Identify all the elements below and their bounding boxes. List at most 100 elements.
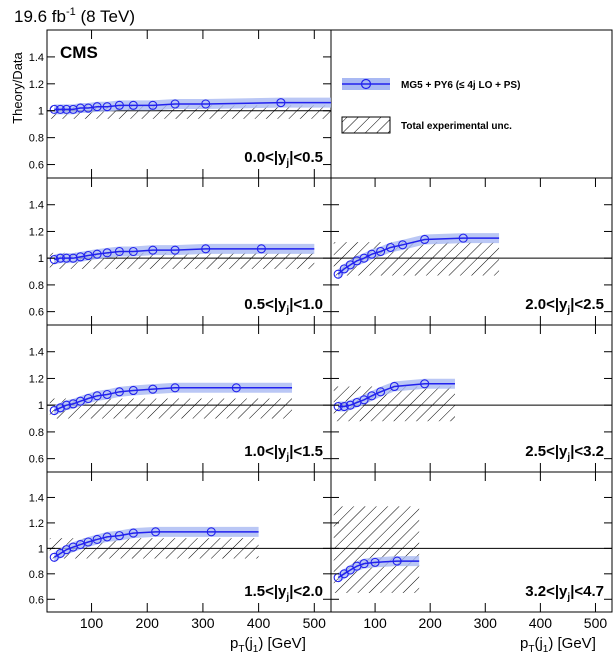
y-tick-label: 1.2 bbox=[29, 79, 44, 91]
mc-point bbox=[367, 249, 377, 259]
mc-point bbox=[68, 253, 78, 263]
uncertainty-band bbox=[333, 506, 420, 593]
x-axis-label-right: pT(j1) [GeV] bbox=[520, 635, 596, 655]
panel-0: 0.6 0.8 1 1.2 1.4 0.0<|yj|<0.5 bbox=[29, 30, 332, 178]
y-tick-label: 0.6 bbox=[29, 594, 44, 606]
mc-point bbox=[49, 104, 59, 114]
mc-point bbox=[231, 383, 241, 393]
mc-point bbox=[128, 246, 138, 257]
y-tick-label: 1.2 bbox=[29, 226, 44, 238]
y-tick-label: 1 bbox=[38, 400, 44, 412]
panel-frame bbox=[330, 29, 613, 179]
mc-point bbox=[376, 387, 386, 397]
legend-entry-mc: MG5 + PY6 (≤ 4j LO + PS) bbox=[342, 78, 520, 91]
mc-point bbox=[55, 104, 65, 114]
rapidity-label: 1.5<|yj|<2.0 bbox=[244, 583, 323, 603]
mc-point bbox=[359, 559, 369, 569]
mc-point bbox=[68, 104, 78, 114]
uncertainty-band bbox=[49, 398, 293, 419]
x-tick-label: 400 bbox=[529, 615, 553, 631]
mc-point bbox=[201, 99, 211, 109]
mc-point bbox=[385, 242, 396, 253]
rapidity-label: 3.2<|yj|<4.7 bbox=[525, 583, 604, 603]
mc-point bbox=[114, 100, 124, 110]
mc-band bbox=[54, 526, 259, 563]
cms-label: CMS bbox=[60, 43, 98, 62]
rapidity-label: 2.5<|yj|<3.2 bbox=[525, 443, 604, 463]
mc-point bbox=[55, 403, 65, 413]
panel-3: 2.5<|yj|<3.2 bbox=[331, 325, 612, 472]
legend-hatch-swatch bbox=[341, 116, 391, 134]
mc-point bbox=[206, 527, 216, 537]
mc-point bbox=[102, 532, 112, 542]
rapidity-label: 2.0<|yj|<2.5 bbox=[525, 296, 604, 316]
mc-point bbox=[367, 391, 377, 401]
mc-line bbox=[53, 531, 259, 558]
mc-point bbox=[339, 401, 349, 412]
x-tick-label: 500 bbox=[303, 615, 327, 631]
mc-point bbox=[61, 104, 72, 114]
mc-point bbox=[256, 244, 266, 254]
mc-point bbox=[345, 565, 355, 575]
mc-point bbox=[55, 253, 65, 263]
mc-point bbox=[389, 381, 399, 392]
rapidity-label: 0.5<|yj|<1.0 bbox=[244, 296, 323, 316]
y-tick-label: 1.4 bbox=[29, 200, 44, 212]
y-tick-label: 1.4 bbox=[29, 52, 44, 64]
y-tick-label: 1.4 bbox=[29, 347, 44, 359]
mc-point bbox=[83, 393, 93, 404]
mc-point bbox=[128, 528, 138, 538]
mc-point bbox=[75, 396, 85, 406]
mc-point bbox=[276, 98, 286, 108]
mc-point bbox=[148, 100, 158, 110]
mc-point bbox=[102, 389, 112, 400]
panel-5: 3.2<|yj|<4.7 bbox=[331, 472, 612, 612]
x-tick-label: 400 bbox=[247, 615, 271, 631]
panel-6: 0.6 0.8 1 1.2 1.4 1.5<|yj|<2.0 bbox=[29, 472, 331, 612]
x-tick-label: 300 bbox=[191, 615, 215, 631]
mc-point bbox=[333, 401, 343, 412]
mc-point bbox=[128, 100, 138, 110]
panel-1: 2.0<|yj|<2.5 bbox=[331, 178, 612, 325]
y-tick-label: 0.6 bbox=[29, 307, 44, 319]
y-tick-label: 0.8 bbox=[29, 569, 44, 581]
mc-point bbox=[83, 103, 93, 113]
mc-point bbox=[92, 249, 102, 259]
y-tick-label: 0.6 bbox=[29, 160, 44, 172]
panel-4: 0.6 0.8 1 1.2 1.4 1.0<|yj|<1.5 bbox=[29, 325, 331, 472]
x-tick-label: 100 bbox=[80, 615, 104, 631]
y-tick-label: 0.8 bbox=[29, 427, 44, 439]
x-tick-label: 500 bbox=[584, 615, 608, 631]
mc-point bbox=[170, 383, 180, 393]
legend-mc-label: MG5 + PY6 (≤ 4j LO + PS) bbox=[401, 80, 520, 91]
mc-point bbox=[376, 246, 386, 257]
mc-point bbox=[170, 245, 180, 255]
y-tick-label: 1 bbox=[38, 253, 44, 265]
panel-2: 0.6 0.8 1 1.2 1.4 0.5<|yj|<1.0 bbox=[29, 178, 331, 325]
mc-point bbox=[114, 531, 124, 541]
mc-point bbox=[102, 102, 112, 112]
mc-point bbox=[102, 248, 112, 258]
mc-point bbox=[92, 534, 102, 545]
mc-point bbox=[61, 253, 72, 263]
mc-point bbox=[75, 539, 85, 550]
mc-point bbox=[83, 250, 93, 261]
mc-point bbox=[359, 253, 369, 263]
mc-point bbox=[148, 245, 158, 255]
mc-band bbox=[338, 378, 455, 412]
mc-point bbox=[359, 395, 369, 405]
y-tick-label: 0.8 bbox=[29, 133, 44, 145]
mc-point bbox=[333, 269, 343, 279]
rapidity-label: 1.0<|yj|<1.5 bbox=[244, 443, 323, 463]
legend-entry-band: Total experimental unc. bbox=[341, 116, 512, 134]
legend-mc-marker bbox=[360, 78, 372, 90]
mc-point bbox=[420, 379, 430, 389]
mc-point bbox=[398, 240, 408, 250]
mc-point bbox=[151, 527, 161, 537]
mc-point bbox=[201, 244, 211, 254]
y-axis-label: Theory/Data bbox=[10, 51, 25, 123]
mc-point bbox=[92, 102, 102, 112]
mc-point bbox=[49, 405, 59, 416]
legend: MG5 + PY6 (≤ 4j LO + PS) Total experimen… bbox=[341, 78, 520, 134]
